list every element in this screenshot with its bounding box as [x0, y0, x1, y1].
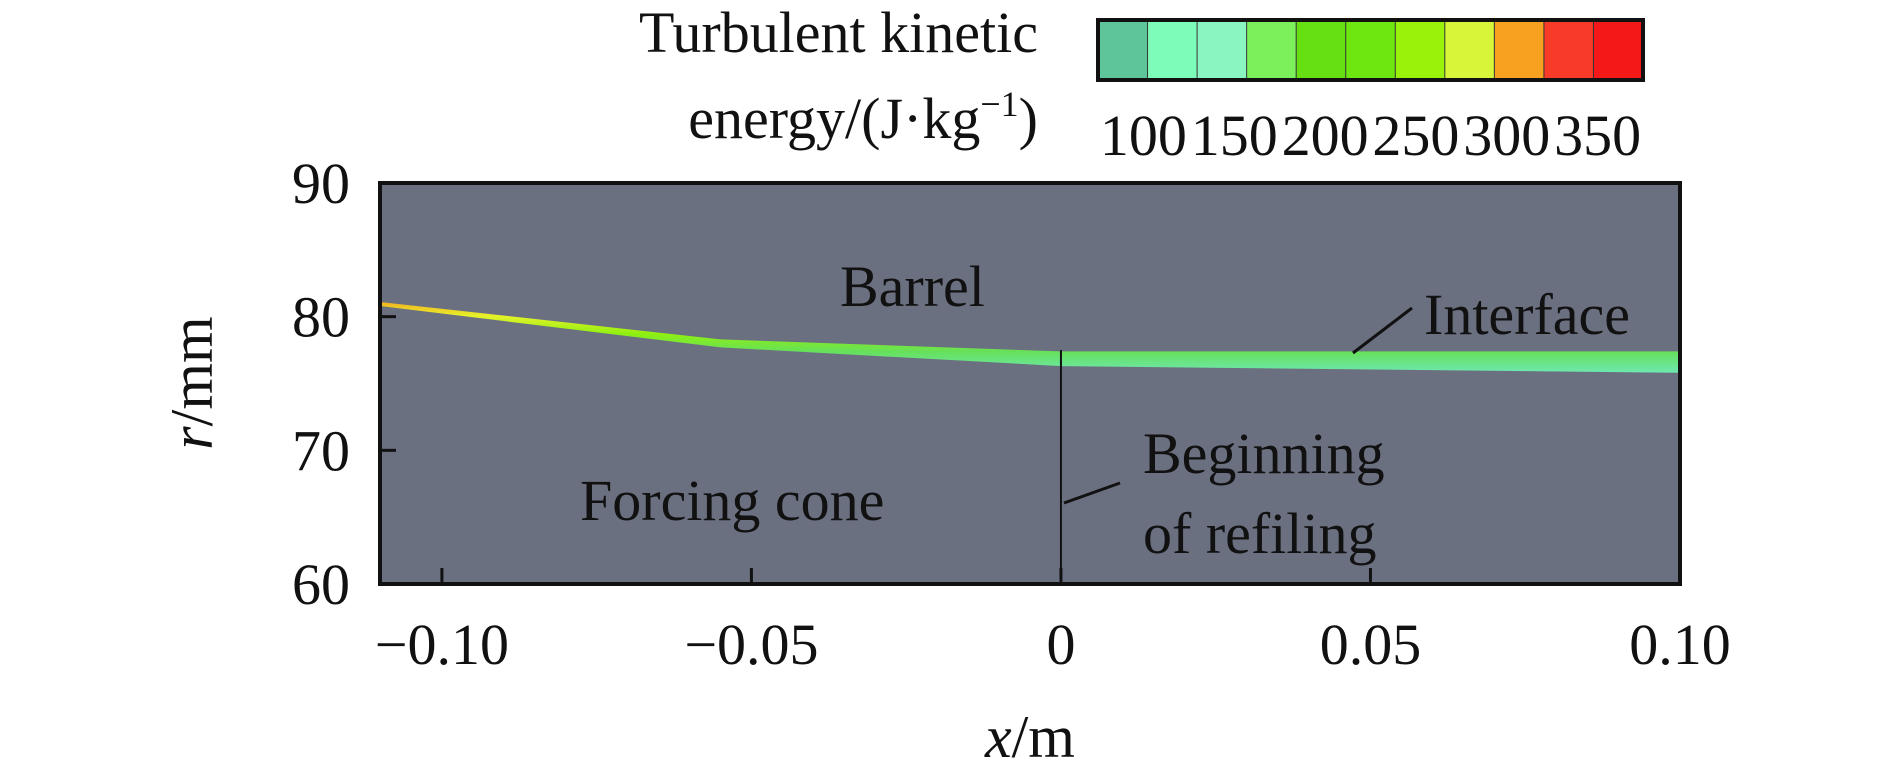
- x-tick-label: 0.10: [1629, 612, 1731, 677]
- colorbar-tick-label: 100: [1100, 103, 1187, 168]
- plot-area: [378, 181, 1682, 586]
- y-tick-labels: 60 70 80 90: [292, 151, 350, 617]
- plot-background: [380, 183, 1680, 584]
- colorbar-title-line1: Turbulent kinetic: [639, 0, 1038, 65]
- interface-leader: [1352, 306, 1413, 355]
- colorbar-tick-label: 200: [1282, 103, 1369, 168]
- y-tick-label: 90: [292, 151, 350, 216]
- beginning-leader: [1063, 481, 1121, 505]
- colorbar-tick-label: 150: [1191, 103, 1278, 168]
- beginning-label-line1: Beginning: [1143, 421, 1385, 486]
- x-tick-label: −0.10: [375, 612, 509, 677]
- colorbar-segment: [1147, 20, 1198, 80]
- colorbar-segment: [1197, 20, 1248, 80]
- colorbar-tick-label: 350: [1554, 103, 1641, 168]
- y-tick-label: 80: [292, 285, 350, 350]
- interface-label: Interface: [1424, 282, 1630, 347]
- colorbar-tick-label: 300: [1463, 103, 1550, 168]
- y-tick-label: 70: [292, 418, 350, 483]
- colorbar-tick-label: 250: [1372, 103, 1459, 168]
- colorbar-segment: [1345, 20, 1396, 80]
- x-tick-label: 0: [1046, 612, 1075, 677]
- colorbar-segment: [1593, 20, 1644, 80]
- colorbar-segment: [1098, 20, 1149, 80]
- colorbar: 100 150 200 250 300 350: [1096, 18, 1645, 168]
- colorbar-segment: [1444, 20, 1495, 80]
- beginning-label-line2: of refiling: [1143, 501, 1377, 566]
- x-tick-label: 0.05: [1320, 612, 1422, 677]
- y-tick-label: 60: [292, 552, 350, 617]
- x-axis-label: x/m: [984, 704, 1075, 770]
- interface-band: [380, 302, 1680, 373]
- barrel-label: Barrel: [840, 254, 985, 319]
- colorbar-segment: [1543, 20, 1594, 80]
- colorbar-title-line2: energy/(J·kg−1): [688, 84, 1038, 151]
- colorbar-segment: [1494, 20, 1545, 80]
- colorbar-segment: [1395, 20, 1446, 80]
- y-axis-label: r/mm: [159, 316, 225, 449]
- forcing-cone-label: Forcing cone: [580, 468, 884, 533]
- colorbar-frame: [1096, 18, 1645, 82]
- plot-frame: [378, 181, 1682, 586]
- x-tick-labels: −0.10 −0.05 0 0.05 0.10: [375, 612, 1731, 677]
- colorbar-segment: [1296, 20, 1347, 80]
- colorbar-segment: [1246, 20, 1297, 80]
- x-tick-label: −0.05: [684, 612, 818, 677]
